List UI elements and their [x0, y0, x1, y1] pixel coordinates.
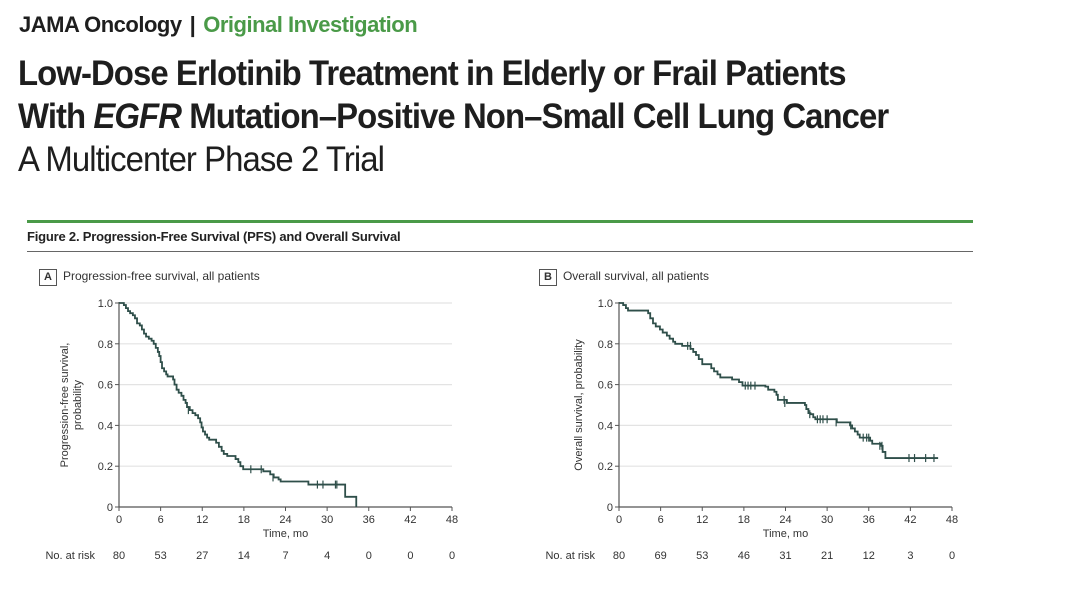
x-axis-label: Time, mo: [763, 528, 808, 540]
y-tick-label: 1.0: [98, 298, 113, 310]
x-tick-label: 18: [238, 514, 250, 526]
x-tick-label: 0: [616, 514, 622, 526]
y-tick-label: 0.4: [98, 420, 113, 432]
at-risk-value: 46: [738, 550, 750, 562]
y-tick-label: 0.8: [598, 339, 613, 351]
y-tick-label: 0.2: [598, 461, 613, 473]
title-line-2: With EGFR Mutation–Positive Non–Small Ce…: [18, 95, 889, 138]
x-tick-label: 30: [321, 514, 333, 526]
y-tick-label: 0: [607, 502, 613, 514]
x-tick-label: 36: [863, 514, 875, 526]
x-tick-label: 24: [279, 514, 291, 526]
x-tick-label: 48: [946, 514, 958, 526]
figure-caption-rule: [27, 251, 973, 252]
x-tick-label: 18: [738, 514, 750, 526]
at-risk-value: 31: [779, 550, 791, 562]
panel-b-letter: B: [539, 269, 557, 286]
journal-name: JAMA Oncology: [19, 12, 182, 37]
at-risk-value: 21: [821, 550, 833, 562]
at-risk-value: 0: [949, 550, 955, 562]
at-risk-label: No. at risk: [45, 550, 95, 562]
x-tick-label: 12: [196, 514, 208, 526]
x-tick-label: 6: [658, 514, 664, 526]
at-risk-value: 0: [407, 550, 413, 562]
y-tick-label: 0.4: [598, 420, 613, 432]
x-tick-label: 42: [404, 514, 416, 526]
x-tick-label: 48: [446, 514, 458, 526]
x-tick-label: 30: [821, 514, 833, 526]
article-title: Low-Dose Erlotinib Treatment in Elderly …: [18, 52, 889, 181]
survival-curve: [619, 302, 939, 459]
title-line-2-italic: EGFR: [93, 97, 182, 136]
at-risk-value: 27: [196, 550, 208, 562]
at-risk-value: 7: [282, 550, 288, 562]
at-risk-value: 69: [655, 550, 667, 562]
title-line-2-pre: With: [18, 97, 94, 136]
y-axis-label: Overall survival, probability: [573, 339, 585, 471]
at-risk-value: 12: [863, 550, 875, 562]
x-tick-label: 6: [158, 514, 164, 526]
figure-top-rule: [27, 220, 973, 223]
article-section: Original Investigation: [203, 12, 418, 37]
panel-b-label: B Overall survival, all patients: [539, 269, 709, 286]
panel-a-label: A Progression-free survival, all patients: [39, 269, 260, 286]
panel-b-title: Overall survival, all patients: [562, 269, 710, 283]
article-subtitle: A Multicenter Phase 2 Trial: [18, 140, 385, 179]
x-tick-label: 36: [363, 514, 375, 526]
x-tick-label: 12: [696, 514, 708, 526]
title-line-1: Low-Dose Erlotinib Treatment in Elderly …: [18, 54, 847, 93]
title-line-2-post: Mutation–Positive Non–Small Cell Lung Ca…: [181, 97, 889, 136]
y-tick-label: 0.8: [98, 339, 113, 351]
panel-a-title: Progression-free survival, all patients: [62, 269, 260, 283]
at-risk-value: 53: [155, 550, 167, 562]
panel-a-letter: A: [39, 269, 57, 286]
x-tick-label: 0: [116, 514, 122, 526]
journal-header: JAMA Oncology | Original Investigation: [19, 12, 418, 38]
y-tick-label: 0.6: [598, 380, 613, 392]
x-tick-label: 42: [904, 514, 916, 526]
y-tick-label: 0.6: [98, 380, 113, 392]
at-risk-value: 53: [696, 550, 708, 562]
header-separator: |: [189, 12, 196, 37]
x-tick-label: 24: [779, 514, 791, 526]
figure-caption: Figure 2. Progression-Free Survival (PFS…: [27, 229, 401, 244]
at-risk-value: 3: [907, 550, 913, 562]
chart-pfs: 0 0.2 0.4 0.6 0.8 1.0 0 6 12 18 24 30 36 42 48 Time, mo…: [45, 298, 458, 562]
at-risk-value: 4: [324, 550, 330, 562]
at-risk-value: 0: [366, 550, 372, 562]
at-risk-value: 14: [238, 550, 250, 562]
y-tick-label: 0: [107, 502, 113, 514]
y-tick-label: 0.2: [98, 461, 113, 473]
x-axis-label: Time, mo: [263, 528, 308, 540]
at-risk-value: 80: [113, 550, 125, 562]
at-risk-label: No. at risk: [545, 550, 595, 562]
at-risk-value: 80: [613, 550, 625, 562]
y-axis-label: probability: [72, 379, 84, 430]
y-axis-label: Progression-free survival,: [59, 343, 71, 468]
survival-curve: [119, 302, 358, 507]
at-risk-value: 0: [449, 550, 455, 562]
y-tick-label: 1.0: [598, 298, 613, 310]
